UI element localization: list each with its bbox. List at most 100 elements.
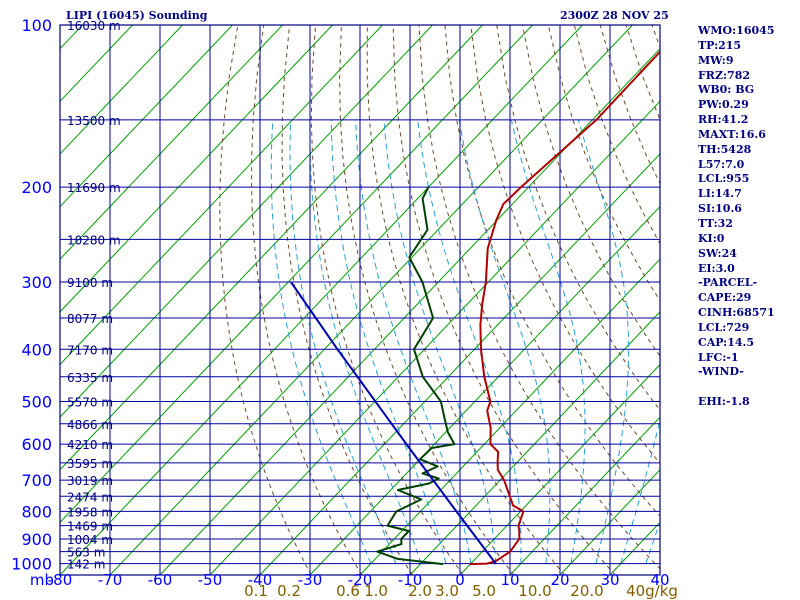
pressure-tick-label: 100 [21, 16, 52, 35]
moist-adiabat-line [330, 119, 447, 564]
dry-adiabat-line [392, 25, 616, 575]
temperature-tick-label: 30 [600, 571, 619, 589]
isotherm-line [0, 25, 33, 575]
height-label: 9100 m [67, 276, 113, 290]
mixing-ratio-label: 0.1 [244, 582, 268, 600]
index-item: PW:0.29 [698, 98, 749, 112]
height-labels: 16030 m 13500 m 11690 m 10280 m 9100 m 8077 m… [67, 19, 121, 572]
isotherm-line [559, 469, 660, 575]
height-label: 11690 m [67, 181, 121, 195]
index-item: MW:9 [698, 53, 734, 67]
dry-adiabat-line [470, 25, 660, 465]
index-item [698, 380, 775, 395]
mixing-ratio-label: 10.0 [518, 582, 551, 600]
mixing-ratio-label: 0.2 [277, 582, 301, 600]
dry-adiabat-line [219, 25, 312, 575]
mixing-ratio-labels: 0.1 0.2 0.6 1.0 2.0 3.0 5.0 10.0 20.0 40g/kg [244, 582, 678, 600]
pressure-tick-label: 600 [21, 435, 52, 454]
vertical-grid-lines [59, 25, 661, 575]
index-item: L57:7.0 [698, 157, 745, 171]
index-item: WB0: BG [698, 83, 755, 97]
height-label: 1469 m [67, 520, 113, 534]
moist-adiabat-lines [270, 119, 660, 564]
isotherm-line [109, 25, 633, 575]
moist-adiabat-line [289, 119, 397, 564]
isotherm-line [60, 25, 183, 155]
pressure-tick-label: 700 [21, 471, 52, 490]
dry-adiabat-lines [219, 25, 660, 575]
index-item: SW:24 [698, 246, 737, 260]
isotherm-line [409, 311, 660, 575]
temperature-tick-label: 10 [500, 571, 519, 589]
height-label: 5570 m [67, 395, 113, 409]
index-item: LCL:955 [698, 172, 750, 186]
index-item: TT:32 [698, 216, 733, 230]
index-item: MAXT:16.6 [698, 127, 766, 141]
height-label: 4866 m [67, 418, 113, 432]
height-label: 3595 m [67, 457, 113, 471]
height-label: 3019 m [67, 474, 113, 488]
mixing-ratio-label: 5.0 [472, 582, 496, 600]
index-item: -WIND- [698, 365, 744, 379]
isotherm-line [60, 25, 283, 260]
moist-adiabat-line [270, 119, 372, 564]
isotherm-line [60, 25, 533, 524]
height-label: 7170 m [67, 343, 113, 357]
moist-adiabat-line [458, 119, 551, 564]
sounding-title: LIPI (16045) Sounding [66, 9, 208, 22]
isotherm-line [60, 25, 233, 208]
isotherm-line [60, 25, 433, 418]
temperature-tick-labels: -80 -70 -60 -50 -40 -30 -20 -10 0 10 20 30 40 mb [30, 571, 670, 589]
dry-adiabat-line [547, 25, 660, 302]
moist-adiabat-line [577, 119, 630, 564]
isotherm-line [60, 25, 333, 313]
pressure-unit-label: mb [30, 571, 54, 589]
plot-frame [59, 24, 661, 576]
moist-adiabat-line [383, 119, 497, 564]
stability-indices-panel: WMO:16045 TP:215 MW:9 FRZ:782 WB0: BG PW:0.29… [698, 24, 775, 410]
height-label: 1004 m [67, 533, 113, 547]
height-label: 8077 m [67, 312, 113, 326]
temperature-tick-label: -80 [48, 571, 73, 589]
temperature-tick-label: 20 [550, 571, 569, 589]
height-label: 563 m [67, 546, 105, 560]
index-item: CINH:68571 [698, 306, 775, 320]
index-item: CAP:14.5 [698, 335, 755, 349]
mixing-ratio-label: 3.0 [435, 582, 459, 600]
index-item: TP:215 [698, 38, 742, 52]
index-item: TH:5428 [698, 142, 752, 156]
isotherm-line [509, 416, 660, 575]
temperature-tick-label: -60 [148, 571, 173, 589]
isotherm-line [159, 47, 660, 575]
isotherm-line [359, 258, 660, 575]
dry-adiabat-line [444, 25, 660, 517]
mixing-ratio-label: 1.0 [364, 582, 388, 600]
pressure-tick-label: 200 [21, 178, 52, 197]
moist-adiabat-line [355, 119, 472, 564]
temperature-tick-label: -10 [398, 571, 423, 589]
moist-adiabat-line [510, 119, 586, 564]
temperature-tick-label: -40 [248, 571, 273, 589]
pressure-tick-label: 400 [21, 340, 52, 359]
height-label: 1958 m [67, 505, 113, 519]
height-label: 13500 m [67, 114, 121, 128]
pressure-tick-label: 900 [21, 530, 52, 549]
height-label: 4210 m [67, 438, 113, 452]
index-item: LCL:729 [698, 320, 750, 334]
mixing-ratio-label: 20.0 [570, 582, 603, 600]
index-item: LFC:-1 [698, 350, 739, 364]
dewpoint-trace [376, 186, 456, 566]
pressure-tick-label: 800 [21, 502, 52, 521]
isotherm-line [459, 363, 660, 575]
isotherm-line [309, 205, 660, 575]
temperature-tick-label: -20 [348, 571, 373, 589]
pressure-tick-label: 500 [21, 392, 52, 411]
sounding-time: 2300Z 28 NOV 25 [560, 9, 669, 22]
temperature-tick-label: -70 [98, 571, 123, 589]
height-label: 6335 m [67, 371, 113, 385]
temperature-tick-label: 40 [650, 571, 669, 589]
index-item: EI:3.0 [698, 261, 735, 275]
dry-adiabat-line [281, 25, 413, 575]
index-item: -PARCEL- [698, 276, 758, 290]
